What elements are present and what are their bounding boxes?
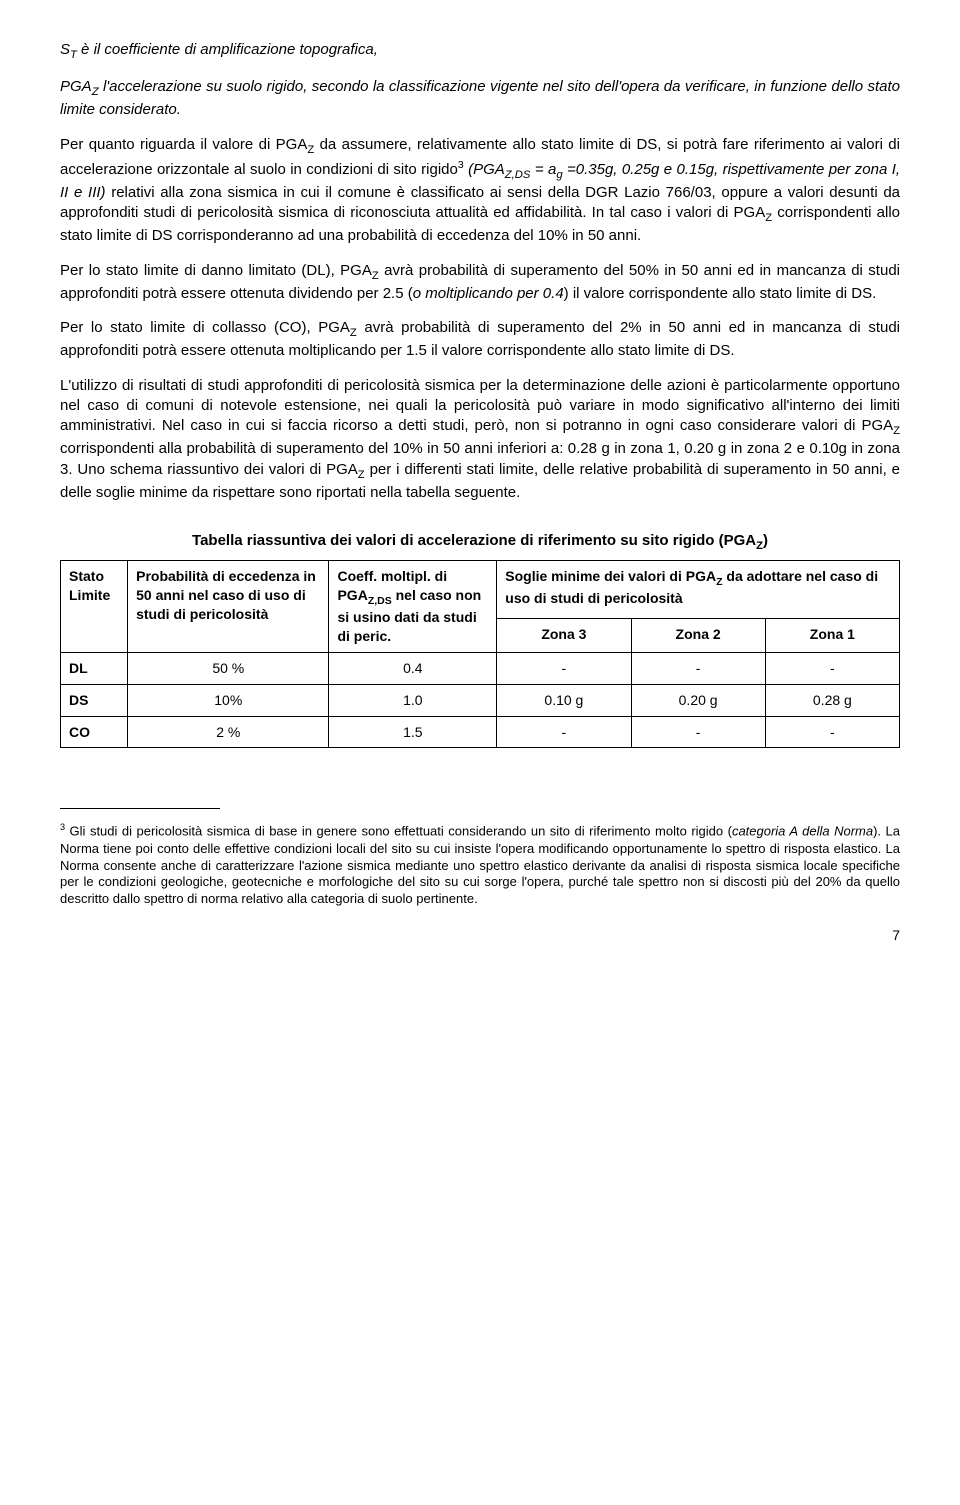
cell-prob: 10% [128,684,329,716]
fn-b: categoria A della Norma [732,824,873,839]
hdr-coeff-zds: Z,DS [368,595,392,607]
footnote-separator [60,808,220,809]
cell-z2: 0.20 g [631,684,765,716]
hdr-soglie: Soglie minime dei valori di PGAZ da adot… [497,561,900,619]
p3a: Per quanto riguarda il valore di PGA [60,136,307,153]
table-title: Tabella riassuntiva dei valori di accele… [60,531,900,554]
ttl-a: Tabella riassuntiva dei valori di accele… [192,532,756,549]
table-row: DL 50 % 0.4 - - - [61,652,900,684]
cell-prob: 50 % [128,652,329,684]
p6z: Z [893,425,900,437]
p4z: Z [372,270,379,282]
p3zds: Z,DS [505,169,531,181]
cell-coeff: 1.5 [329,716,497,748]
pga-table: Stato Limite Probabilità di eccedenza in… [60,560,900,748]
p3d: = a [530,161,556,178]
p5z: Z [350,327,357,339]
cell-z3: - [497,652,631,684]
hdr-zona3: Zona 3 [497,618,631,652]
hdr-stato: Stato Limite [61,561,128,653]
table-row: DS 10% 1.0 0.10 g 0.20 g 0.28 g [61,684,900,716]
p3c: (PGA [468,161,505,178]
hdr-zona2: Zona 2 [631,618,765,652]
fn-a: Gli studi di pericolosità sismica di bas… [65,824,732,839]
cell-z1: - [765,716,899,748]
pgaz-text: l'accelerazione su suolo rigido, secondo… [60,78,900,118]
p5a: Per lo stato limite di collasso (CO), PG… [60,319,350,336]
cell-z1: - [765,652,899,684]
para-pgaz-ds: Per quanto riguarda il valore di PGAZ da… [60,135,900,247]
p4d: ) il valore corrispondente allo stato li… [564,285,877,302]
pgaz-symbol: PGA [60,78,92,95]
cell-prob: 2 % [128,716,329,748]
hdr-zona1: Zona 1 [765,618,899,652]
para-st-definition: ST è il coefficiente di amplificazione t… [60,40,900,63]
para-co: Per lo stato limite di collasso (CO), PG… [60,318,900,361]
cell-coeff: 0.4 [329,652,497,684]
cell-z2: - [631,652,765,684]
table-header-row-1: Stato Limite Probabilità di eccedenza in… [61,561,900,619]
cell-stato: CO [61,716,128,748]
cell-z3: - [497,716,631,748]
ttl-z: Z [756,540,763,552]
footnote-3: 3 Gli studi di pericolosità sismica di b… [60,822,900,908]
para-pgaz-definition: PGAZ l'accelerazione su suolo rigido, se… [60,77,900,120]
cell-z1: 0.28 g [765,684,899,716]
st-sub: T [70,49,77,61]
hdr-soglie-a: Soglie minime dei valori di PGA [505,568,716,584]
cell-coeff: 1.0 [329,684,497,716]
hdr-coeff: Coeff. moltipl. di PGAZ,DS nel caso non … [329,561,497,653]
p4c: o moltiplicando per 0.4 [413,285,564,302]
p6a: L'utilizzo di risultati di studi approfo… [60,377,900,435]
cell-z2: - [631,716,765,748]
p4a: Per lo stato limite di danno limitato (D… [60,262,372,279]
cell-stato: DL [61,652,128,684]
p3-footnote-ref: 3 [458,159,464,171]
table-row: CO 2 % 1.5 - - - [61,716,900,748]
ttl-b: ) [763,532,768,549]
para-dl: Per lo stato limite di danno limitato (D… [60,261,900,304]
cell-stato: DS [61,684,128,716]
pgaz-sub: Z [92,86,99,98]
page-number: 7 [60,926,900,945]
hdr-prob: Probabilità di eccedenza in 50 anni nel … [128,561,329,653]
st-symbol: S [60,41,70,58]
st-text: è il coefficiente di amplificazione topo… [77,41,378,58]
p6z2: Z [358,469,365,481]
cell-z3: 0.10 g [497,684,631,716]
para-studi: L'utilizzo di risultati di studi approfo… [60,376,900,503]
